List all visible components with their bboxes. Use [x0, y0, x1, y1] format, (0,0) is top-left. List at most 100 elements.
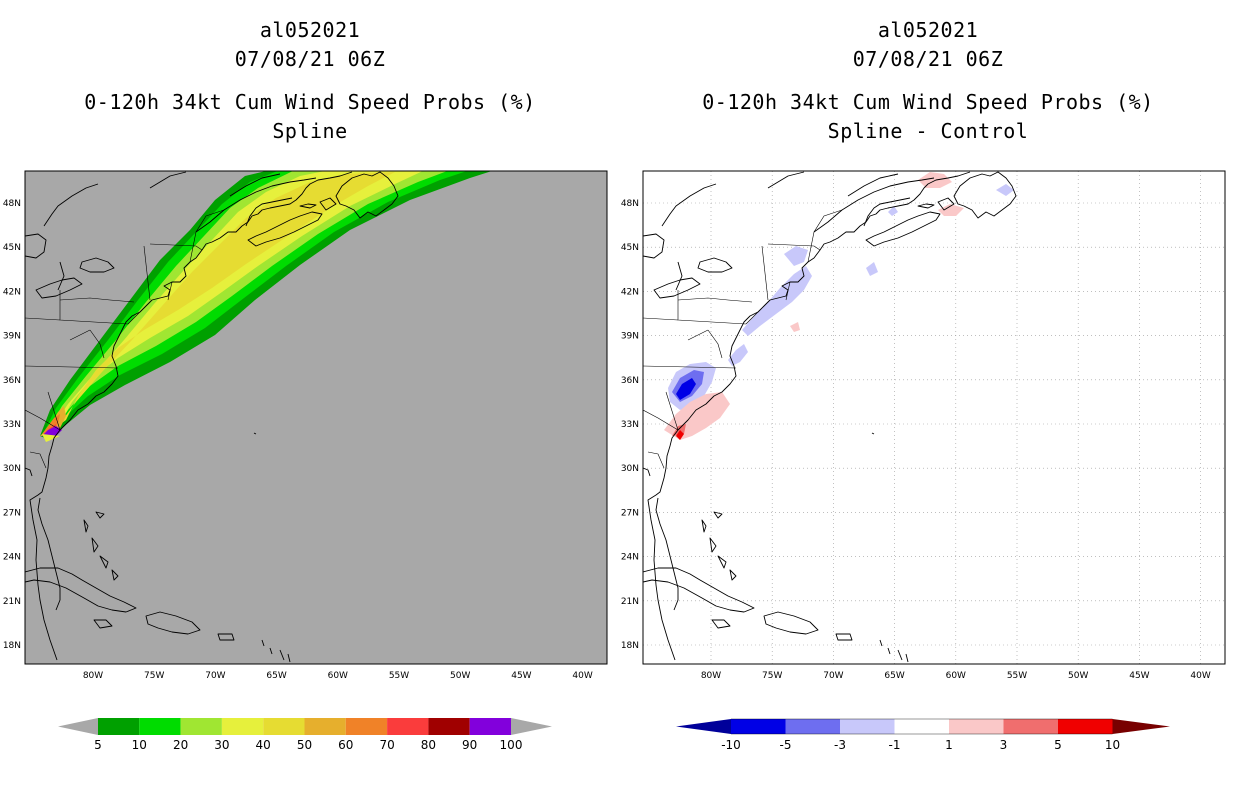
colorbar-swatch	[731, 719, 786, 734]
lat-label: 36N	[3, 376, 21, 386]
left-map-panel: 80W 75W 70W 65W 60W 55W 50W 45W 40W 48N 45N 42N 39N 3…	[3, 170, 608, 681]
right-variant: Spline - Control	[827, 119, 1029, 143]
colorbar-swatch	[139, 718, 181, 735]
lon-label: 75W	[762, 671, 782, 681]
lat-label: 48N	[3, 199, 21, 209]
diff-neg-region-maritimes	[866, 262, 878, 276]
colorbar-label: 10	[1105, 738, 1120, 752]
colorbar-label: -5	[780, 738, 792, 752]
right-datetime: 07/08/21 06Z	[852, 47, 1004, 71]
lon-label: 80W	[701, 671, 721, 681]
lat-label: 39N	[3, 332, 21, 342]
right-map-panel: 80W 75W 70W 65W 60W 55W 50W 45W 40W 48N 45N 42N 39N 3…	[621, 170, 1226, 681]
lat-label: 27N	[3, 508, 21, 518]
lat-label: 42N	[3, 287, 21, 297]
colorbar-swatch	[180, 718, 222, 735]
colorbar-label: 3	[1000, 738, 1008, 752]
lat-label: 39N	[621, 332, 639, 342]
colorbar-label: 100	[500, 738, 523, 752]
colorbar-label: 50	[297, 738, 312, 752]
lon-label: 40W	[572, 671, 592, 681]
diff-neg-region-north-2	[888, 206, 898, 216]
left-probability-swath	[25, 171, 492, 663]
lon-label: 45W	[1129, 671, 1149, 681]
left-axis-labels: 80W 75W 70W 65W 60W 55W 50W 45W 40W 48N 45N 42N 39N 3…	[3, 199, 593, 681]
colorbar-low-arrow	[58, 718, 98, 735]
lon-label: 75W	[144, 671, 164, 681]
colorbar-swatch	[263, 718, 305, 735]
lon-label: 55W	[389, 671, 409, 681]
colorbar-swatch	[840, 719, 895, 734]
lon-label: 60W	[328, 671, 348, 681]
diff-neg-region-newengland	[784, 246, 808, 266]
lat-label: 45N	[621, 243, 639, 253]
colorbar-high-arrow	[1112, 719, 1170, 734]
lon-label: 70W	[205, 671, 225, 681]
right-map-frame	[642, 170, 1226, 665]
colorbar-label: 20	[173, 738, 188, 752]
lat-label: 33N	[3, 420, 21, 430]
colorbar-swatch	[304, 718, 346, 735]
right-colorbar: -10 -5 -3 -1 1 3 5 10	[676, 718, 1170, 752]
right-product: 0-120h 34kt Cum Wind Speed Probs (%)	[702, 90, 1154, 114]
lat-label: 48N	[621, 199, 639, 209]
lat-label: 21N	[3, 597, 21, 607]
colorbar-label: -3	[834, 738, 846, 752]
lat-label: 18N	[3, 641, 21, 651]
colorbar-label: 5	[94, 738, 102, 752]
left-datetime: 07/08/21 06Z	[234, 47, 386, 71]
colorbar-swatch	[894, 719, 949, 734]
colorbar-swatch	[949, 719, 1004, 734]
lat-label: 33N	[621, 420, 639, 430]
colorbar-swatch	[1058, 719, 1113, 734]
colorbar-swatch	[345, 718, 388, 735]
lon-label: 80W	[83, 671, 103, 681]
lon-label: 50W	[450, 671, 470, 681]
colorbar-label: -1	[889, 738, 901, 752]
colorbar-swatch	[428, 718, 470, 735]
colorbar-swatch	[1003, 719, 1058, 734]
lon-label: 65W	[266, 671, 286, 681]
colorbar-label: 5	[1054, 738, 1062, 752]
lat-label: 45N	[3, 243, 21, 253]
colorbar-swatch	[469, 718, 511, 735]
right-panel-title: al052021 07/08/21 06Z 0-120h 34kt Cum Wi…	[648, 16, 1208, 146]
right-difference-field	[664, 172, 1014, 440]
colorbar-low-arrow	[676, 719, 731, 734]
colorbar-swatch	[387, 718, 429, 735]
prob-60-contour	[42, 414, 60, 434]
lat-label: 36N	[621, 376, 639, 386]
lat-label: 42N	[621, 287, 639, 297]
colorbar-label: 40	[256, 738, 271, 752]
diff-neg-region-va	[728, 344, 748, 366]
right-storm-id: al052021	[877, 18, 979, 42]
diff-neg-region-north	[996, 184, 1014, 196]
colorbar-label: -10	[721, 738, 741, 752]
colorbar-label: 60	[338, 738, 353, 752]
colorbar-label: 90	[462, 738, 477, 752]
diff-pos-region-newengland	[790, 322, 800, 332]
colorbar-swatch	[785, 719, 840, 734]
lon-label: 40W	[1190, 671, 1210, 681]
lat-label: 21N	[621, 597, 639, 607]
left-storm-id: al052021	[259, 18, 361, 42]
diff-pos-region-newfoundland	[938, 204, 964, 216]
left-panel-title: al052021 07/08/21 06Z 0-120h 34kt Cum Wi…	[30, 16, 590, 146]
lon-label: 50W	[1068, 671, 1088, 681]
left-variant: Spline	[272, 119, 348, 143]
lat-label: 27N	[621, 508, 639, 518]
right-axis-labels: 80W 75W 70W 65W 60W 55W 50W 45W 40W 48N 45N 42N 39N 3…	[621, 199, 1211, 681]
colorbar-swatch	[98, 718, 140, 735]
prob-40-eastern-core	[232, 176, 380, 254]
lon-label: 55W	[1007, 671, 1027, 681]
colorbar-label: 30	[214, 738, 229, 752]
lat-label: 24N	[621, 553, 639, 563]
lon-label: 60W	[946, 671, 966, 681]
lon-label: 45W	[511, 671, 531, 681]
lat-label: 18N	[621, 641, 639, 651]
prob-30-contour	[52, 171, 423, 428]
colorbar-label: 1	[945, 738, 953, 752]
colorbar-label: 70	[379, 738, 394, 752]
lat-label: 30N	[3, 464, 21, 474]
left-product: 0-120h 34kt Cum Wind Speed Probs (%)	[84, 90, 536, 114]
